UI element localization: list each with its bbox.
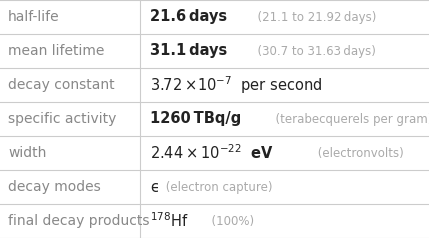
Text: (21.1 to 21.92 days): (21.1 to 21.92 days) [250,10,376,24]
Text: width: width [8,146,46,160]
Text: $2.44\times10^{-22}$  $\mathbf{eV}$: $2.44\times10^{-22}$ $\mathbf{eV}$ [150,144,274,162]
Text: 21.6 days: 21.6 days [150,10,227,25]
Text: (terabecquerels per gram): (terabecquerels per gram) [268,113,429,125]
Text: $3.72\times\!10^{-7}$  per second: $3.72\times\!10^{-7}$ per second [150,74,322,96]
Text: final decay products: final decay products [8,214,149,228]
Text: $^{178}$Hf: $^{178}$Hf [150,212,189,230]
Text: 31.1 days: 31.1 days [150,44,227,59]
Text: half-life: half-life [8,10,60,24]
Text: (electron capture): (electron capture) [162,180,272,193]
Text: specific activity: specific activity [8,112,116,126]
Text: decay constant: decay constant [8,78,115,92]
Text: 1260 TBq/g: 1260 TBq/g [150,111,241,127]
Text: ϵ: ϵ [150,179,159,194]
Text: mean lifetime: mean lifetime [8,44,104,58]
Text: (100%): (100%) [204,214,254,228]
Text: decay modes: decay modes [8,180,101,194]
Text: (electronvolts): (electronvolts) [314,147,404,159]
Text: (30.7 to 31.63 days): (30.7 to 31.63 days) [250,45,375,58]
